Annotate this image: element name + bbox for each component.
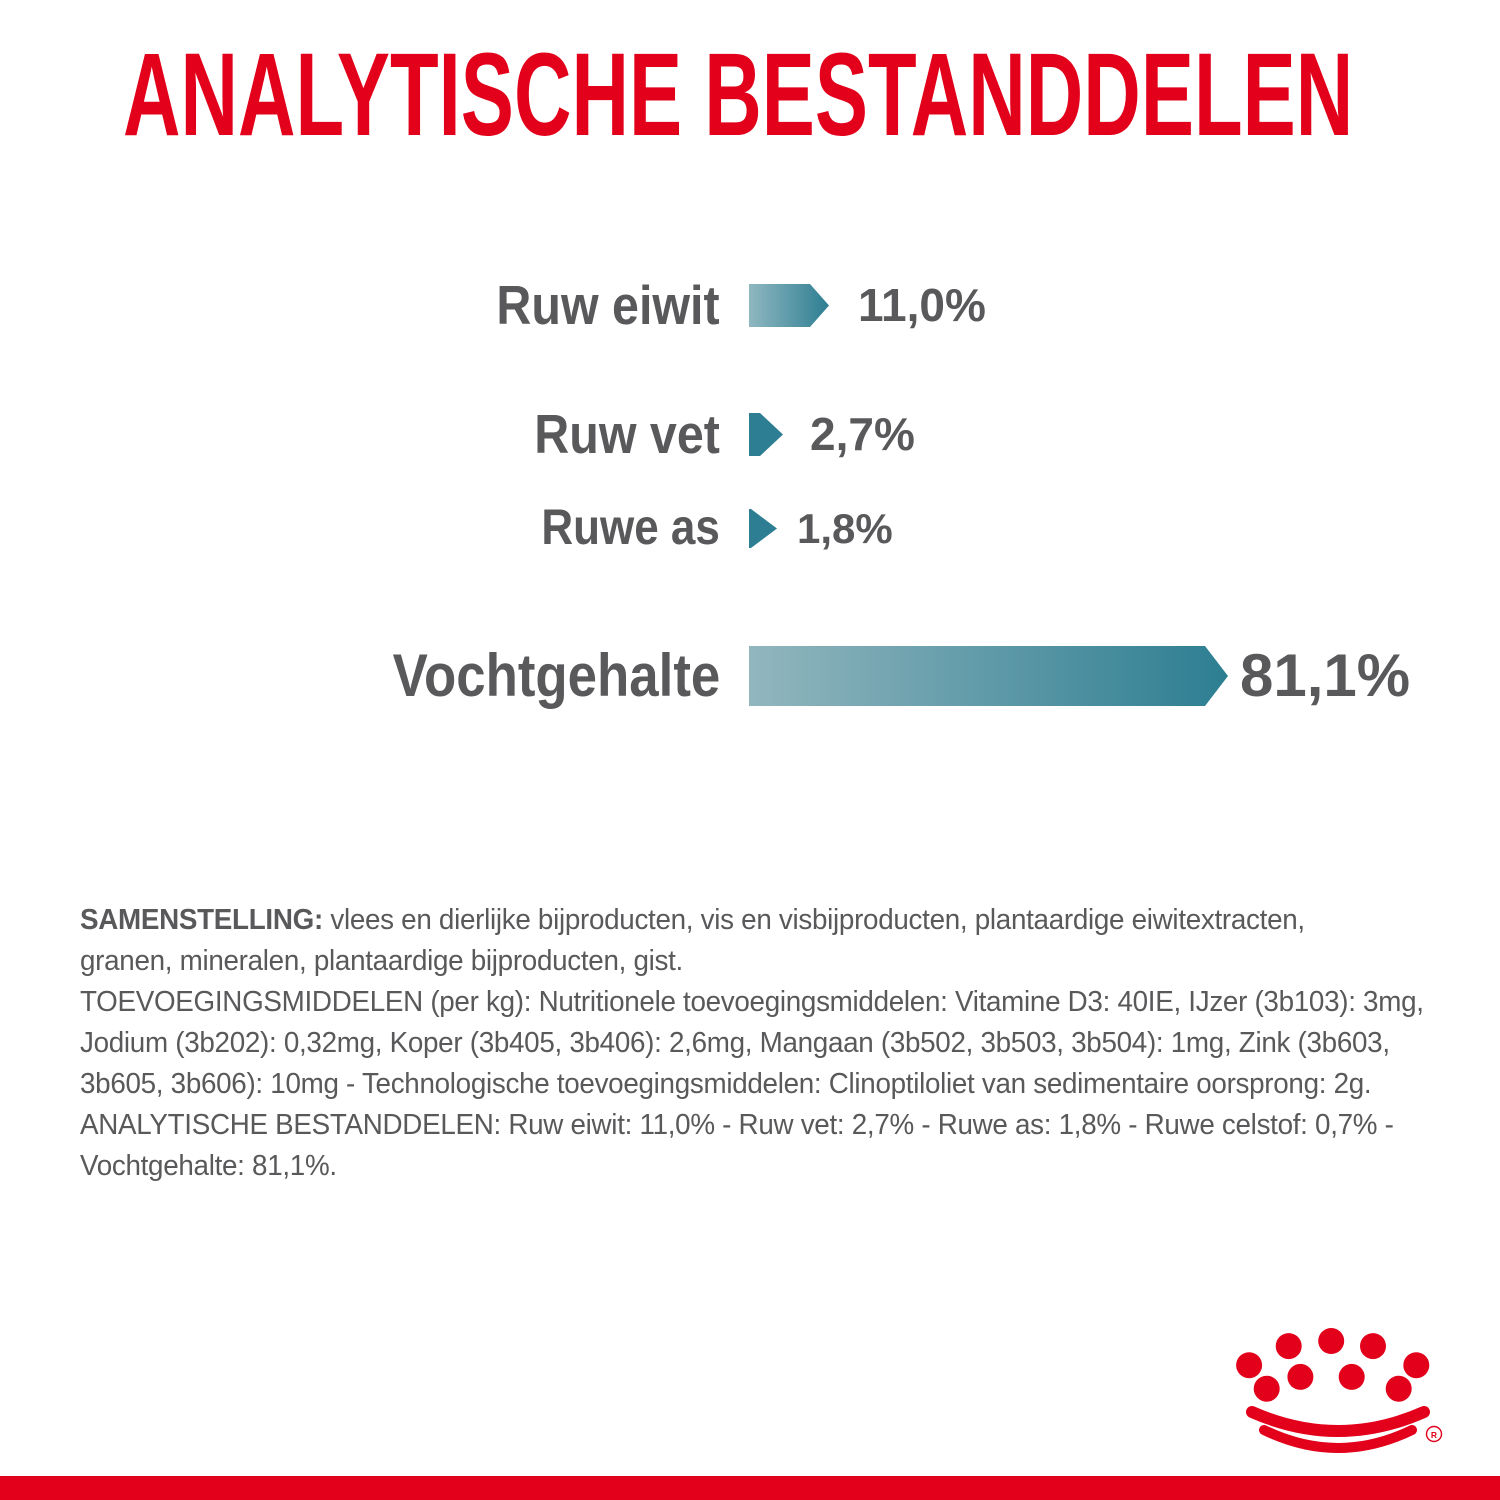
svg-text:R: R <box>1431 1430 1437 1440</box>
